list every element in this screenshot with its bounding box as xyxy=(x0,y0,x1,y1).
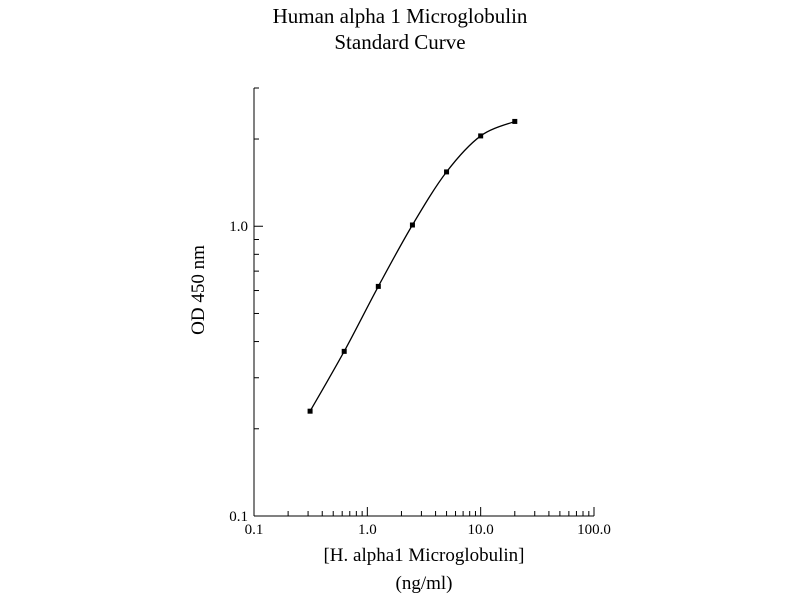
y-axis-label: OD 450 nm xyxy=(188,245,209,335)
chart-axes xyxy=(253,88,594,517)
chart-title-line-1: Human alpha 1 Microglobulin xyxy=(272,4,528,28)
chart-ticks: 0.1 1.0 10.0 100.0 0.1 1.0 xyxy=(229,87,611,538)
data-point xyxy=(375,283,381,289)
y-tick-label: 1.0 xyxy=(229,219,248,235)
x-tick-label: 100.0 xyxy=(577,522,611,538)
x-tick-label: 0.1 xyxy=(245,522,264,538)
data-point xyxy=(444,169,450,175)
x-axis-label-line-2: (ng/ml) xyxy=(395,573,453,594)
series-line xyxy=(309,120,516,412)
data-point xyxy=(341,348,347,354)
data-point xyxy=(478,133,484,139)
chart-series xyxy=(307,118,518,414)
y-tick-label: 0.1 xyxy=(229,509,248,525)
data-point xyxy=(512,118,518,124)
x-tick-label: 10.0 xyxy=(468,522,494,538)
x-tick-label: 1.0 xyxy=(358,522,377,538)
data-point xyxy=(307,408,313,414)
x-axis-label-line-1: [H. alpha1 Microglobulin] xyxy=(323,545,525,566)
data-point xyxy=(409,222,415,228)
chart-title-line-2: Standard Curve xyxy=(334,30,466,54)
